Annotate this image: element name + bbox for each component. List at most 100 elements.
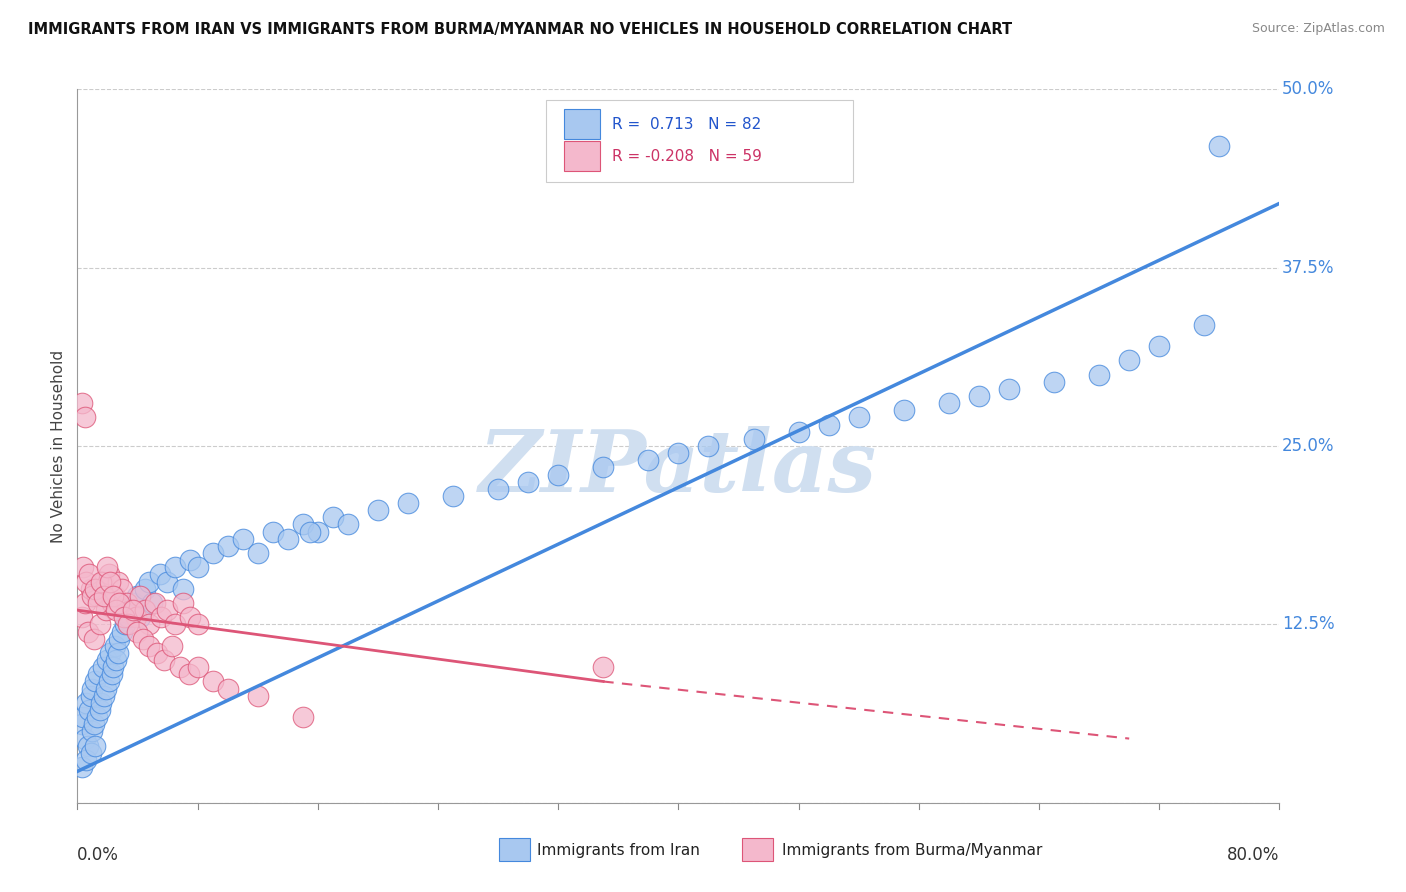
Point xyxy=(307,524,329,539)
Point xyxy=(122,603,145,617)
Point xyxy=(70,396,93,410)
Point xyxy=(186,660,209,674)
Point xyxy=(169,660,191,674)
Point xyxy=(396,496,419,510)
Point xyxy=(117,617,139,632)
Point xyxy=(79,703,101,717)
Point xyxy=(82,589,104,603)
Point xyxy=(72,710,94,724)
Point xyxy=(893,403,915,417)
Point xyxy=(89,617,111,632)
Point xyxy=(172,582,194,596)
Point xyxy=(1043,375,1066,389)
Point xyxy=(107,574,129,589)
Point xyxy=(70,610,93,624)
Point xyxy=(742,432,765,446)
Point xyxy=(103,589,125,603)
Point xyxy=(967,389,990,403)
Point xyxy=(592,460,614,475)
Point xyxy=(90,696,112,710)
Point xyxy=(73,410,96,425)
Point xyxy=(129,610,152,624)
Point xyxy=(124,596,146,610)
Point xyxy=(96,653,118,667)
Point xyxy=(129,589,152,603)
Point xyxy=(697,439,720,453)
Point xyxy=(93,589,115,603)
Point xyxy=(100,574,122,589)
Point xyxy=(103,660,125,674)
Point xyxy=(547,467,569,482)
Point xyxy=(998,382,1021,396)
Point xyxy=(101,596,124,610)
Text: ZIPatlas: ZIPatlas xyxy=(479,425,877,509)
Point xyxy=(76,624,98,639)
Point xyxy=(232,532,254,546)
Point xyxy=(108,596,131,610)
Point xyxy=(125,610,148,624)
Point xyxy=(120,603,142,617)
Point xyxy=(262,524,284,539)
Point xyxy=(1194,318,1216,332)
Point xyxy=(70,760,93,774)
Point xyxy=(111,582,134,596)
Point xyxy=(75,696,97,710)
Point xyxy=(107,646,129,660)
Point xyxy=(186,560,209,574)
Point xyxy=(179,610,201,624)
Point xyxy=(114,617,136,632)
Text: Source: ZipAtlas.com: Source: ZipAtlas.com xyxy=(1251,22,1385,36)
Point xyxy=(97,567,120,582)
Text: 37.5%: 37.5% xyxy=(1282,259,1334,277)
Point xyxy=(277,532,299,546)
Point xyxy=(322,510,344,524)
Point xyxy=(336,517,359,532)
Point xyxy=(156,574,179,589)
Point xyxy=(201,674,224,689)
Point xyxy=(787,425,810,439)
Point xyxy=(156,603,179,617)
Text: R =  0.713   N = 82: R = 0.713 N = 82 xyxy=(612,117,762,132)
Point xyxy=(100,646,122,660)
Point xyxy=(91,574,114,589)
Point xyxy=(72,560,94,574)
Point xyxy=(84,674,107,689)
Point xyxy=(367,503,389,517)
Point xyxy=(115,596,138,610)
Point xyxy=(104,589,127,603)
Text: 0.0%: 0.0% xyxy=(77,846,120,863)
FancyBboxPatch shape xyxy=(546,100,852,182)
Point xyxy=(291,710,314,724)
Point xyxy=(127,624,149,639)
FancyBboxPatch shape xyxy=(564,109,600,139)
Point xyxy=(80,689,103,703)
Point xyxy=(134,603,156,617)
Point xyxy=(163,560,186,574)
Point xyxy=(83,717,105,731)
Point xyxy=(163,617,186,632)
Point xyxy=(82,724,104,739)
Point xyxy=(153,653,176,667)
Point xyxy=(101,667,124,681)
Point xyxy=(938,396,960,410)
Text: R = -0.208   N = 59: R = -0.208 N = 59 xyxy=(612,149,762,164)
Point xyxy=(94,681,117,696)
Point xyxy=(186,617,209,632)
Point xyxy=(112,610,135,624)
Point xyxy=(145,596,167,610)
Point xyxy=(80,746,103,760)
Point xyxy=(179,553,201,567)
Point xyxy=(83,632,105,646)
Text: IMMIGRANTS FROM IRAN VS IMMIGRANTS FROM BURMA/MYANMAR NO VEHICLES IN HOUSEHOLD C: IMMIGRANTS FROM IRAN VS IMMIGRANTS FROM … xyxy=(28,22,1012,37)
Point xyxy=(87,596,110,610)
Point xyxy=(93,689,115,703)
Text: Immigrants from Burma/Myanmar: Immigrants from Burma/Myanmar xyxy=(782,843,1042,857)
Point xyxy=(1118,353,1140,368)
Point xyxy=(84,582,107,596)
Point xyxy=(87,667,110,681)
Point xyxy=(486,482,509,496)
Point xyxy=(668,446,690,460)
Point xyxy=(299,524,322,539)
Point xyxy=(73,731,96,746)
Point xyxy=(817,417,839,432)
